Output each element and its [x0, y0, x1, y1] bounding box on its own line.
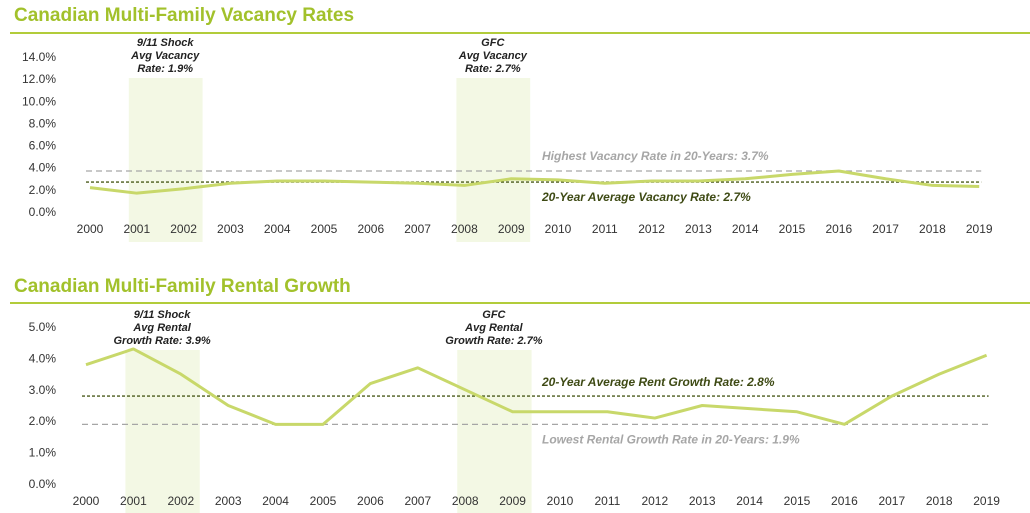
reference-line-label: Lowest Rental Growth Rate in 20-Years: 1… — [542, 432, 800, 446]
x-tick-label: 2010 — [545, 222, 572, 236]
x-tick-label: 2006 — [357, 222, 384, 236]
x-tick-label: 2019 — [966, 222, 993, 236]
title-rule-rental-growth — [10, 302, 1030, 304]
x-tick-label: 2000 — [73, 494, 100, 508]
y-tick-label: 12.0% — [22, 72, 56, 86]
y-tick-label: 2.0% — [29, 183, 57, 197]
x-tick-label: 2014 — [736, 494, 763, 508]
x-tick-label: 2013 — [685, 222, 712, 236]
x-tick-label: 2003 — [217, 222, 244, 236]
x-tick-label: 2011 — [592, 222, 618, 236]
highlight-band — [457, 350, 532, 513]
highlight-annotation: Growth Rate: 2.7% — [445, 335, 542, 347]
x-tick-label: 2014 — [732, 222, 759, 236]
x-tick-label: 2017 — [872, 222, 899, 236]
highlight-band — [128, 78, 203, 242]
x-tick-label: 2005 — [311, 222, 338, 236]
x-tick-label: 2018 — [919, 222, 946, 236]
x-tick-label: 2016 — [825, 222, 852, 236]
x-tick-label: 2009 — [499, 494, 526, 508]
title-rule-vacancy — [10, 32, 1030, 34]
x-tick-label: 2009 — [498, 222, 525, 236]
y-tick-label: 3.0% — [29, 383, 57, 397]
x-tick-label: 2008 — [451, 222, 478, 236]
x-tick-label: 2015 — [779, 222, 806, 236]
highlight-band — [456, 78, 531, 242]
highlight-annotation: GFC — [481, 37, 505, 49]
y-tick-label: 10.0% — [22, 94, 56, 108]
y-tick-label: 1.0% — [29, 446, 57, 460]
x-tick-label: 2001 — [120, 494, 147, 508]
y-tick-label: 4.0% — [29, 351, 57, 365]
chart-title-rental-growth: Canadian Multi-Family Rental Growth — [14, 276, 351, 297]
y-tick-label: 2.0% — [29, 414, 57, 428]
y-tick-label: 8.0% — [29, 116, 57, 130]
x-tick-label: 2010 — [547, 494, 574, 508]
series-line — [89, 169, 980, 195]
x-tick-label: 2012 — [641, 494, 668, 508]
highlight-annotation: GFC — [482, 309, 506, 321]
x-tick-label: 2016 — [831, 494, 858, 508]
y-tick-label: 0.0% — [29, 205, 57, 219]
x-tick-label: 2005 — [310, 494, 337, 508]
reference-line-label: 20-Year Average Rent Growth Rate: 2.8% — [541, 375, 775, 389]
x-tick-label: 2006 — [357, 494, 384, 508]
highlight-annotation: Rate: 1.9% — [137, 63, 193, 75]
highlight-annotation: Avg Rental — [132, 322, 191, 334]
x-tick-label: 2018 — [926, 494, 953, 508]
highlight-annotation: Avg Vacancy — [458, 50, 528, 62]
x-tick-label: 2007 — [404, 494, 431, 508]
highlight-annotation: Avg Rental — [464, 322, 523, 334]
x-tick-label: 2007 — [404, 222, 431, 236]
y-tick-label: 0.0% — [29, 477, 57, 491]
x-tick-label: 2001 — [123, 222, 150, 236]
x-tick-label: 2012 — [638, 222, 665, 236]
x-tick-label: 2002 — [167, 494, 194, 508]
highlight-annotation: Rate: 2.7% — [465, 63, 521, 75]
x-tick-label: 2017 — [878, 494, 905, 508]
y-tick-label: 14.0% — [22, 50, 56, 64]
x-tick-label: 2013 — [689, 494, 716, 508]
x-tick-label: 2015 — [784, 494, 811, 508]
highlight-annotation: 9/11 Shock — [134, 309, 192, 321]
x-tick-label: 2002 — [170, 222, 197, 236]
y-tick-label: 6.0% — [29, 139, 57, 153]
series-line — [85, 347, 988, 426]
highlight-band — [125, 350, 200, 513]
x-tick-label: 2019 — [973, 494, 1000, 508]
highlight-annotation: 9/11 Shock — [137, 37, 195, 49]
highlight-annotation: Growth Rate: 3.9% — [114, 335, 211, 347]
x-tick-label: 2011 — [594, 494, 620, 508]
y-tick-label: 4.0% — [29, 161, 57, 175]
reference-line-label: 20-Year Average Vacancy Rate: 2.7% — [541, 190, 751, 204]
y-tick-label: 5.0% — [29, 320, 57, 334]
highlight-annotation: Avg Vacancy — [130, 50, 200, 62]
x-tick-label: 2000 — [77, 222, 104, 236]
x-tick-label: 2004 — [262, 494, 289, 508]
chart-title-vacancy: Canadian Multi-Family Vacancy Rates — [14, 5, 355, 26]
x-tick-label: 2008 — [452, 494, 479, 508]
x-tick-label: 2003 — [215, 494, 242, 508]
x-tick-label: 2004 — [264, 222, 291, 236]
reference-line-label: Highest Vacancy Rate in 20-Years: 3.7% — [542, 149, 769, 163]
